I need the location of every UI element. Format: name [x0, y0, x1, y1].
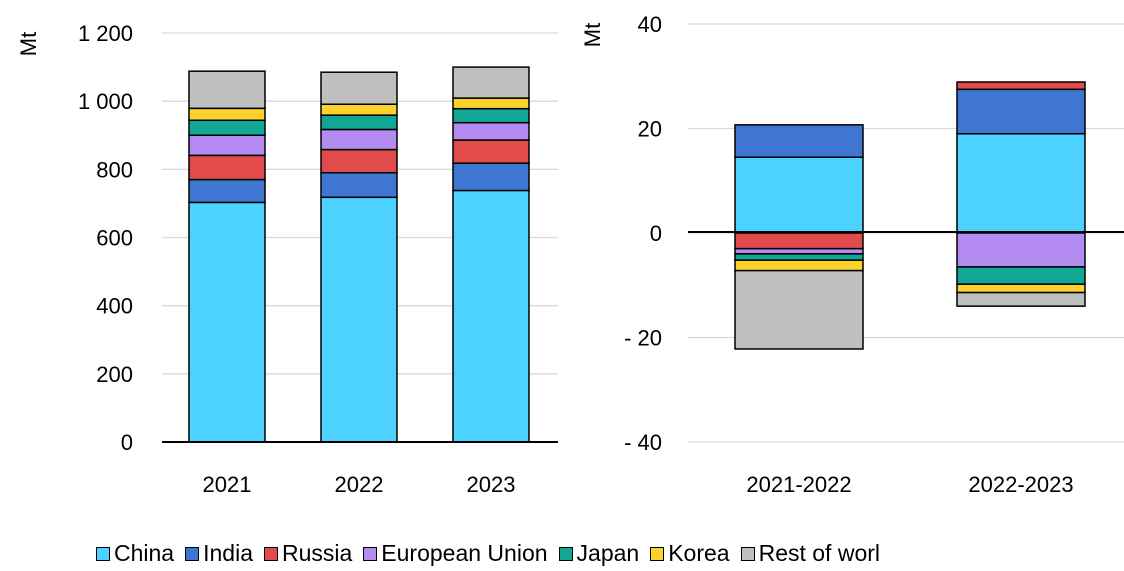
bar-segment-european-union: [734, 247, 864, 255]
legend-item: China: [96, 540, 174, 567]
y-tick-label: 400: [96, 294, 133, 319]
x-tick-label: 2023: [467, 472, 516, 497]
y-tick-label: 20: [638, 117, 662, 142]
legend-label: Korea: [668, 540, 730, 566]
legend-label: China: [114, 540, 175, 566]
bar-segment-rest-of-world: [452, 66, 530, 99]
legend-swatch: [363, 546, 378, 561]
bar-segment-rest-of-world: [734, 269, 864, 350]
y-tick-label: - 40: [624, 430, 662, 455]
legend-swatch: [263, 546, 278, 561]
x-tick-label: 2021-2022: [746, 472, 851, 497]
legend-item: Rest of worl: [740, 540, 881, 567]
legend-label: Russia: [281, 540, 353, 566]
legend-swatch: [96, 546, 110, 561]
y-tick-label: - 20: [624, 326, 662, 351]
y-tick-label: 1 200: [78, 21, 133, 46]
y-tick-label: 40: [638, 12, 662, 37]
bar-segment-china: [320, 196, 398, 443]
legend-label: European Union: [381, 540, 548, 566]
bar-segment-japan: [320, 114, 398, 131]
legend: China India Russia European Union Japan Korea…: [96, 540, 891, 567]
bar-segment-european-union: [320, 128, 398, 151]
bar-segment-china: [188, 201, 266, 443]
bar-segment-japan: [452, 107, 530, 124]
bar-segment-india: [734, 124, 864, 158]
bar-segment-india: [452, 162, 530, 192]
bar-segment-russia: [956, 81, 1086, 91]
legend-item: India: [185, 540, 253, 567]
bar-segment-korea: [320, 103, 398, 116]
bar-segment-japan: [734, 253, 864, 261]
bar-segment-india: [320, 171, 398, 199]
chart-panel-2: - 40 - 20 0 20 40 Mt 2021-2022 2022-2023: [580, 12, 1124, 497]
x-tick-label: 2021: [203, 472, 252, 497]
y-axis-label: Mt: [16, 32, 41, 56]
bar-segment-rest-of-world: [320, 71, 398, 105]
legend-label: Japan: [576, 540, 640, 566]
y-tick-label: 0: [650, 221, 662, 246]
legend-label: Rest of worl: [758, 540, 881, 566]
bar-segment-european-union: [188, 134, 266, 157]
legend-swatch: [740, 546, 755, 561]
legend-item: Russia: [263, 540, 353, 567]
y-tick-label: 600: [96, 226, 133, 251]
bar-segment-india: [956, 88, 1086, 135]
bar-segment-korea: [734, 259, 864, 272]
bar-segment-japan: [956, 266, 1086, 285]
bar-segment-india: [188, 178, 266, 204]
legend-swatch: [558, 546, 573, 561]
legend-item: Korea: [650, 540, 730, 567]
y-tick-label: 1 000: [78, 89, 133, 114]
bar-segment-russia: [320, 148, 398, 174]
y-tick-label: 200: [96, 362, 133, 387]
bar-segment-china: [734, 156, 864, 234]
y-tick-label: 800: [96, 157, 133, 182]
bar-segment-korea: [452, 97, 530, 110]
bar-segment-china: [452, 189, 530, 443]
y-axis-label: Mt: [580, 23, 605, 47]
legend-swatch: [185, 546, 200, 561]
bar-segment-russia: [188, 154, 266, 181]
legend-swatch: [650, 546, 665, 561]
bar-segment-japan: [188, 119, 266, 137]
bar-segment-rest-of-world: [956, 291, 1086, 307]
chart-panel-1: 0 200 400 600 800 1 000 1 200 Mt 2021 2022 2023: [16, 21, 558, 497]
legend-item: Japan: [558, 540, 640, 567]
bar-segment-korea: [956, 283, 1086, 294]
x-tick-label: 2022-2023: [968, 472, 1073, 497]
bar-segment-european-union: [956, 232, 1086, 268]
y-tick-label: 0: [121, 430, 133, 455]
bar-segment-russia: [452, 139, 530, 164]
bar-segment-china: [956, 132, 1086, 234]
bar-segment-korea: [188, 107, 266, 122]
legend-item: European Union: [363, 540, 548, 567]
legend-label: India: [203, 540, 253, 566]
x-tick-label: 2022: [335, 472, 384, 497]
bar-segment-russia: [734, 232, 864, 250]
bar-segment-rest-of-world: [188, 70, 266, 110]
bar-segment-european-union: [452, 121, 530, 141]
